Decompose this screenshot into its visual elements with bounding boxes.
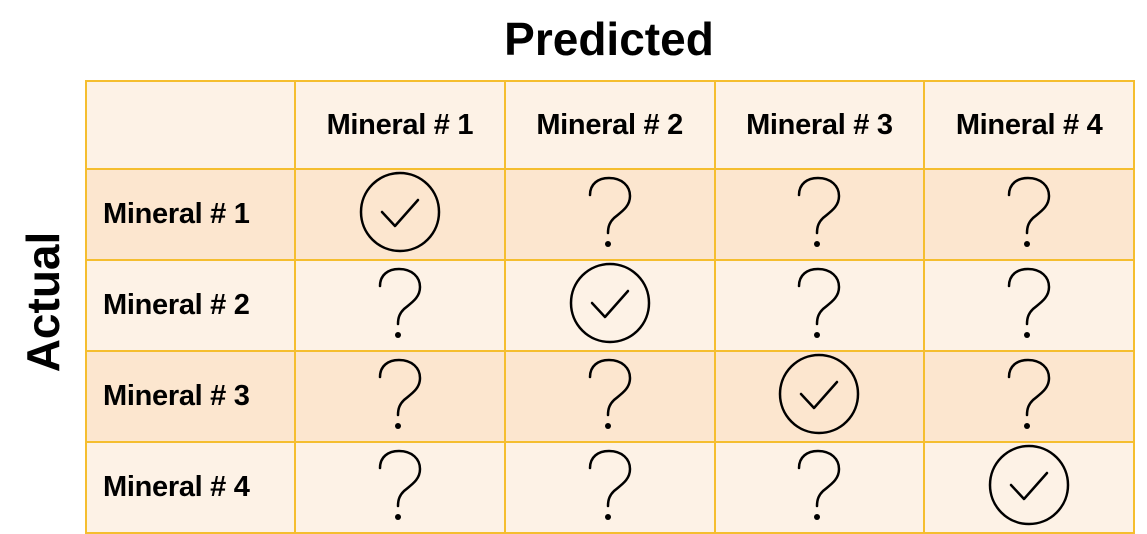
matrix-cell — [713, 168, 926, 261]
question-mark-icon — [794, 175, 844, 249]
confusion-matrix-table: Mineral # 1 Mineral # 2 Mineral # 3 Mine… — [85, 80, 1135, 534]
matrix-cell — [294, 168, 506, 261]
actual-axis-title-container: Actual — [0, 80, 85, 524]
question-mark-icon — [1004, 357, 1054, 431]
matrix-cell — [923, 168, 1135, 261]
check-circle-icon — [777, 352, 861, 436]
column-header-label: Mineral # 4 — [955, 108, 1103, 141]
matrix-cell — [923, 350, 1135, 443]
question-mark-icon — [794, 266, 844, 340]
question-mark-icon — [375, 448, 425, 522]
matrix-cell — [294, 350, 506, 443]
column-header-cell: Mineral # 1 — [294, 80, 506, 170]
row-header-label: Mineral # 3 — [103, 380, 250, 412]
question-mark-icon — [585, 357, 635, 431]
matrix-row: Mineral # 3 — [85, 350, 1135, 443]
header-row: Mineral # 1 Mineral # 2 Mineral # 3 Mine… — [85, 80, 1135, 170]
check-circle-icon — [358, 170, 442, 254]
question-mark-icon — [585, 448, 635, 522]
column-header-label: Mineral # 3 — [746, 108, 893, 141]
check-circle-icon — [987, 443, 1071, 527]
row-header-label: Mineral # 4 — [103, 471, 250, 503]
row-header-cell: Mineral # 3 — [85, 350, 296, 443]
matrix-cell — [503, 350, 716, 443]
question-mark-icon — [794, 448, 844, 522]
matrix-row: Mineral # 2 — [85, 259, 1135, 352]
predicted-axis-title: Predicted — [504, 13, 714, 65]
matrix-cell — [713, 441, 926, 534]
row-header-cell: Mineral # 4 — [85, 441, 296, 534]
column-header-label: Mineral # 2 — [536, 108, 683, 141]
question-mark-icon — [585, 175, 635, 249]
actual-axis-title: Actual — [16, 231, 69, 373]
column-header-cell: Mineral # 3 — [713, 80, 926, 170]
check-circle-icon — [568, 261, 652, 345]
question-mark-icon — [1004, 266, 1054, 340]
matrix-cell — [923, 441, 1135, 534]
matrix-row: Mineral # 1 — [85, 168, 1135, 261]
row-header-label: Mineral # 1 — [103, 198, 250, 230]
row-header-cell: Mineral # 2 — [85, 259, 296, 352]
column-header-label: Mineral # 1 — [326, 108, 474, 141]
matrix-cell — [713, 259, 926, 352]
matrix-cell — [503, 259, 716, 352]
matrix-cell — [294, 259, 506, 352]
column-header-cell: Mineral # 2 — [503, 80, 716, 170]
question-mark-icon — [375, 266, 425, 340]
matrix-row: Mineral # 4 — [85, 441, 1135, 534]
matrix-cell — [503, 441, 716, 534]
row-header-label: Mineral # 2 — [103, 289, 250, 321]
question-mark-icon — [1004, 175, 1054, 249]
matrix-cell — [503, 168, 716, 261]
question-mark-icon — [375, 357, 425, 431]
corner-cell — [85, 80, 296, 170]
row-header-cell: Mineral # 1 — [85, 168, 296, 261]
column-header-cell: Mineral # 4 — [923, 80, 1135, 170]
matrix-cell — [294, 441, 506, 534]
matrix-cell — [923, 259, 1135, 352]
matrix-cell — [713, 350, 926, 443]
